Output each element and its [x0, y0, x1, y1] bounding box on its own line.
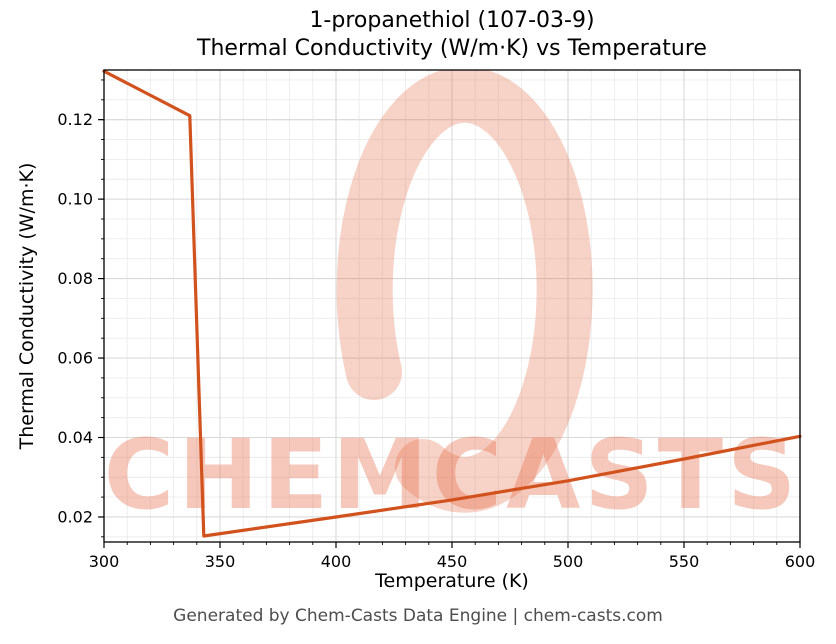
- footer-credit: Generated by Chem-Casts Data Engine | ch…: [173, 606, 663, 626]
- grid: [103, 70, 801, 542]
- watermark-logo-c: [336, 70, 593, 513]
- y-tick-label: 0.12: [57, 110, 93, 129]
- y-tick-label: 0.06: [57, 349, 93, 368]
- ticks: 300 350 400 450 500 550 600 0.02 0.04 0.06 0.08 0.1…: [57, 79, 816, 571]
- x-tick-label: 550: [669, 552, 700, 571]
- watermark-text: CHEMCASTS: [104, 419, 800, 531]
- x-tick-label: 500: [553, 552, 584, 571]
- y-tick-label: 0.10: [57, 190, 93, 209]
- x-tick-label: 600: [785, 552, 816, 571]
- x-tick-label: 400: [321, 552, 352, 571]
- chart-title-line2: Thermal Conductivity (W/m·K) vs Temperat…: [197, 36, 707, 61]
- x-axis-label: Temperature (K): [375, 570, 529, 592]
- y-tick-label: 0.08: [57, 269, 93, 288]
- watermark: CHEMCASTS: [104, 70, 800, 531]
- x-tick-label: 350: [205, 552, 236, 571]
- y-tick-label: 0.02: [57, 507, 93, 526]
- x-tick-label: 450: [437, 552, 468, 571]
- series-line-thermal-conductivity: [102, 69, 802, 538]
- y-axis-label: Thermal Conductivity (W/m·K): [16, 162, 38, 450]
- y-tick-label: 0.04: [57, 428, 93, 447]
- chart-title-line1: 1-propanethiol (107-03-9): [309, 8, 595, 33]
- x-tick-label: 300: [89, 552, 120, 571]
